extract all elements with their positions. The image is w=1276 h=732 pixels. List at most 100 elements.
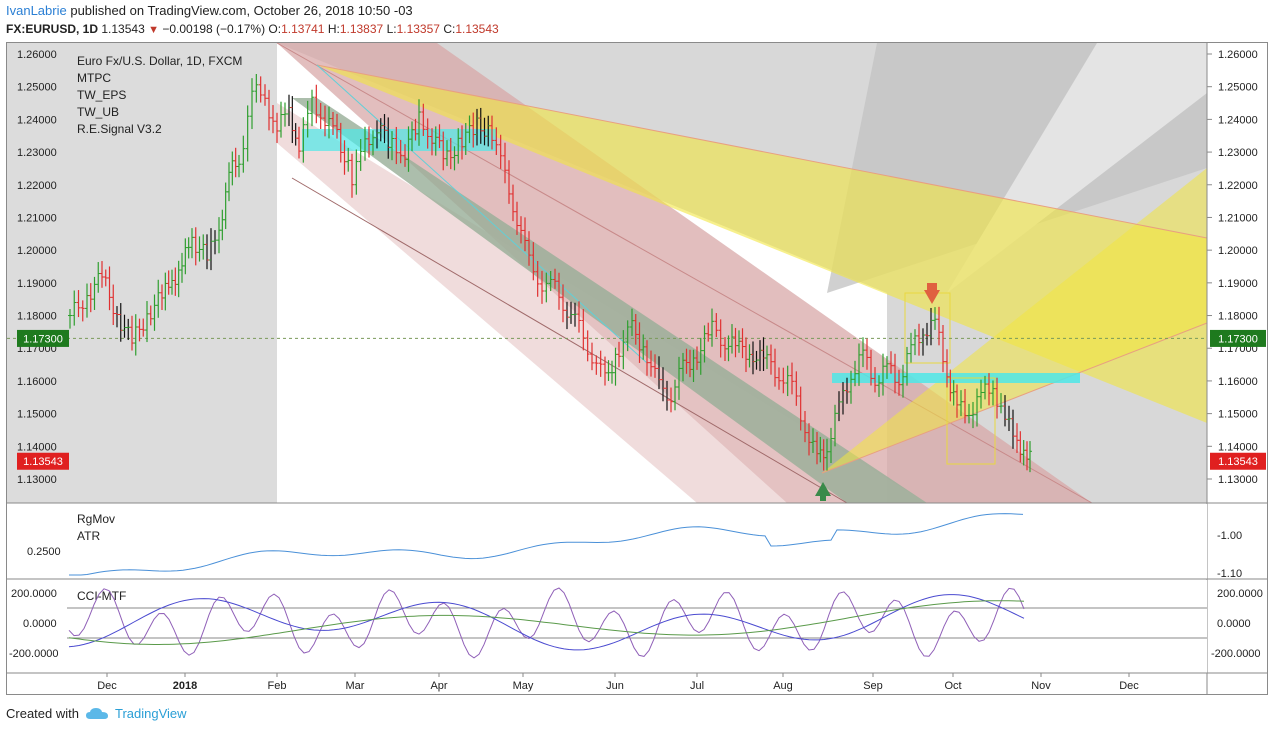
candle bbox=[833, 404, 837, 447]
candle bbox=[673, 379, 677, 411]
candle bbox=[467, 115, 472, 144]
price-tick-label: 1.15000 bbox=[1218, 409, 1258, 421]
channel-line-bottom bbox=[291, 177, 848, 504]
price-tick-label-left: 1.13000 bbox=[17, 474, 57, 486]
candle bbox=[893, 353, 897, 394]
level-marker-right bbox=[1210, 329, 1266, 347]
candle bbox=[637, 322, 642, 363]
candle bbox=[857, 343, 861, 386]
candle bbox=[781, 367, 786, 394]
symbol-bar: FX:EURUSD, 1D 1.13543 ▼ −0.00198 (−0.17%… bbox=[6, 22, 499, 36]
candle bbox=[448, 137, 453, 170]
candle bbox=[557, 272, 561, 310]
sell-signal-stem bbox=[927, 283, 937, 290]
candle bbox=[881, 353, 885, 396]
time-tick-label: Oct bbox=[944, 680, 961, 692]
candle bbox=[937, 306, 941, 346]
candle bbox=[145, 301, 149, 343]
candle bbox=[548, 271, 553, 292]
price-tick-label: 1.16000 bbox=[1218, 376, 1258, 388]
candle bbox=[657, 356, 661, 390]
candle bbox=[837, 391, 841, 422]
candle bbox=[702, 325, 707, 363]
publish-info: IvanLabrie published on TradingView.com,… bbox=[6, 3, 413, 18]
candle bbox=[486, 115, 491, 147]
price-tick-label: 1.19000 bbox=[1218, 278, 1258, 290]
rgmov-tick-2: -1.10 bbox=[1217, 568, 1242, 580]
candle bbox=[250, 78, 254, 130]
candle bbox=[118, 303, 123, 342]
candle bbox=[241, 135, 246, 173]
candle bbox=[540, 270, 544, 304]
level-marker-left bbox=[17, 329, 69, 347]
candles[interactable] bbox=[68, 74, 1032, 473]
price-change: −0.00198 (−0.17%) bbox=[162, 22, 266, 36]
buy-signal-icon bbox=[815, 482, 831, 501]
candle bbox=[394, 126, 399, 165]
candle bbox=[237, 154, 241, 178]
candle bbox=[490, 115, 494, 150]
candle bbox=[441, 131, 446, 171]
fan-yellow-lower bbox=[822, 168, 1207, 473]
cci-pane[interactable] bbox=[7, 580, 1207, 673]
time-tick-label: Apr bbox=[430, 680, 447, 692]
candle bbox=[346, 147, 351, 172]
sell-signal-icon bbox=[924, 290, 940, 304]
high-label: H: bbox=[327, 22, 340, 36]
candle bbox=[213, 230, 217, 255]
time-tick-label: Jun bbox=[606, 680, 624, 692]
candle bbox=[941, 324, 945, 373]
cci-tick-left-2: 0.0000 bbox=[23, 618, 57, 630]
time-axis[interactable]: Dec 2018 Feb Mar Apr May Jun Jul Aug Sep Oct Nov Dec bbox=[97, 673, 1139, 692]
candle bbox=[710, 308, 714, 347]
candle bbox=[785, 365, 790, 397]
candle bbox=[398, 139, 403, 164]
candle bbox=[861, 337, 865, 368]
author-link[interactable]: IvanLabrie bbox=[6, 3, 67, 18]
down-arrow-icon: ▼ bbox=[148, 24, 159, 36]
candle bbox=[621, 330, 626, 370]
price-tick-label-left: 1.22000 bbox=[17, 180, 57, 192]
candle bbox=[267, 89, 271, 131]
candle bbox=[577, 301, 581, 333]
price-tick-label: 1.24000 bbox=[1218, 114, 1258, 126]
chart-frame[interactable]: 1.26000 1.26000 1.25000 1.25000 1.24000 1.240… bbox=[6, 42, 1268, 695]
price-tick-label: 1.22000 bbox=[1218, 180, 1258, 192]
candle bbox=[430, 128, 434, 156]
candle bbox=[765, 345, 769, 370]
candle bbox=[991, 380, 995, 406]
candle bbox=[773, 348, 777, 387]
gray-zone-left bbox=[7, 43, 277, 503]
cci-tick-right-1: 200.0000 bbox=[1217, 588, 1263, 600]
candle bbox=[971, 401, 975, 429]
candle bbox=[803, 410, 807, 443]
candle bbox=[156, 279, 161, 318]
candle bbox=[598, 350, 603, 377]
candle bbox=[425, 118, 430, 149]
candle bbox=[193, 227, 198, 266]
low-label: L: bbox=[386, 22, 397, 36]
price-tick-label-left: 1.16000 bbox=[17, 376, 57, 388]
candle bbox=[909, 332, 913, 363]
candle bbox=[999, 393, 1003, 414]
candle bbox=[641, 334, 646, 360]
box-bottom bbox=[946, 377, 996, 465]
candle bbox=[335, 113, 339, 139]
time-tick-label: Feb bbox=[268, 680, 287, 692]
candle bbox=[190, 228, 194, 259]
chart-canvas[interactable]: 1.26000 1.26000 1.25000 1.25000 1.24000 1.240… bbox=[7, 43, 1268, 695]
candle bbox=[959, 390, 963, 417]
candle bbox=[445, 140, 449, 167]
candle bbox=[258, 76, 263, 103]
candle bbox=[1003, 395, 1007, 427]
channel-line-top bbox=[276, 43, 1093, 504]
price-tick-label: 1.18000 bbox=[1218, 311, 1258, 323]
candle bbox=[100, 261, 104, 288]
tradingview-link[interactable]: TradingView bbox=[114, 706, 187, 721]
candle bbox=[794, 371, 799, 406]
candle bbox=[279, 101, 283, 138]
candle bbox=[617, 341, 621, 368]
rgmov-pane[interactable] bbox=[7, 504, 1207, 579]
tradingview-cloud-icon bbox=[85, 707, 108, 719]
candle bbox=[897, 369, 901, 396]
